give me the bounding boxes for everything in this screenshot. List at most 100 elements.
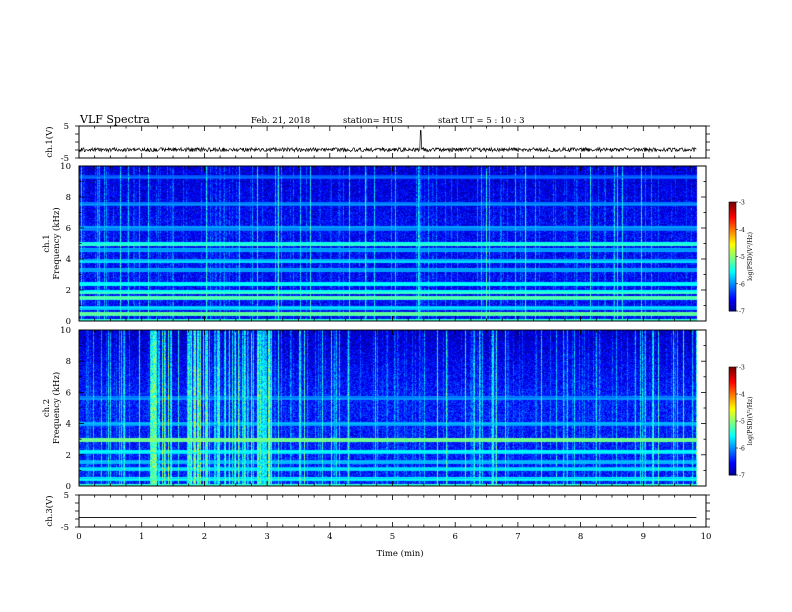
ch2-colorbar-gradient-step [729, 446, 736, 449]
ch3-waveform-y-axis-label: ch.3(V) [44, 495, 55, 526]
ch1-colorbar-gradient-step [729, 276, 736, 279]
ch1-colorbar-gradient-step [729, 218, 736, 221]
x-tick-label: 8 [578, 532, 583, 542]
ch2-colorbar-gradient-step [729, 410, 736, 413]
ch2-colorbar-tick-label: -6 [739, 446, 745, 453]
ch1-colorbar-gradient-step [729, 261, 736, 265]
ch1-colorbar-gradient-step [729, 251, 736, 254]
ch1-colorbar-gradient-step [729, 274, 736, 277]
ch2-colorbar-gradient-step [729, 403, 736, 406]
ch2-spectrogram-y-tick-label: 4 [66, 420, 71, 430]
ch2-colorbar-gradient-step [729, 460, 736, 463]
ch1-waveform-trace [78, 130, 697, 154]
ch2-colorbar-gradient-step [729, 473, 736, 476]
station-label: station= HUS [343, 116, 403, 126]
ch1-colorbar-gradient-step [729, 254, 736, 257]
ch1-colorbar-gradient-step [729, 231, 736, 234]
ch2-colorbar-gradient-step [729, 406, 736, 409]
ch1-colorbar-gradient-step [729, 211, 736, 214]
ch2-colorbar-gradient-step [729, 440, 736, 444]
ch2-colorbar-gradient-step [729, 448, 736, 451]
ch1-spectrogram-y-tick-label: 6 [66, 224, 71, 234]
ch1-colorbar-gradient-step [729, 280, 736, 283]
ch1-spectrogram-y-axis-label-channel: ch.1 [42, 234, 52, 252]
ch1-colorbar-gradient-step [729, 278, 736, 281]
ch1-colorbar-tick-label: -4 [739, 227, 745, 234]
ch1-colorbar-gradient-step [729, 309, 736, 312]
ch1-colorbar-gradient-step [729, 283, 736, 287]
ch2-colorbar-gradient-step [729, 419, 736, 422]
ch2-colorbar-gradient-step [729, 408, 736, 411]
x-tick-label: 5 [390, 532, 395, 542]
ch3-waveform-y-tick-label: 5 [64, 491, 69, 501]
ch2-colorbar-gradient-step [729, 404, 736, 408]
ch2-colorbar: -3 -4 -5 -6 -7 log(PSD)(V²/Hz) [728, 365, 754, 480]
ch1-colorbar-gradient-step [729, 296, 736, 299]
ch2-colorbar-gradient-step [729, 466, 736, 469]
ch1-colorbar-gradient-step [729, 260, 736, 263]
ch2-colorbar-gradient-step [729, 426, 736, 429]
date-label: Feb. 21, 2018 [251, 116, 310, 126]
ch2-colorbar-gradient-step [729, 424, 736, 427]
ch2-colorbar-gradient-step [729, 381, 736, 384]
ch1-colorbar-gradient-step [729, 214, 736, 218]
ch1-colorbar-gradient-step [729, 241, 736, 245]
ch1-colorbar-gradient-step [729, 236, 736, 239]
ch1-colorbar-gradient-step [729, 289, 736, 292]
ch1-spectrogram-y-tick-label: 2 [66, 286, 71, 296]
ch1-colorbar-gradient-step [729, 271, 736, 274]
ch1-colorbar-gradient-step [729, 220, 736, 223]
ch2-colorbar-gradient-step [729, 367, 736, 370]
ch2-colorbar-gradient-step [729, 462, 736, 465]
ch2-colorbar-gradient-step [729, 372, 736, 375]
ch2-spectrogram-panel: 0 2 4 6 8 10 ch.2 Frequency (kHz) [42, 326, 707, 492]
ch1-colorbar-gradient-step [729, 232, 736, 236]
ch2-colorbar-gradient-step [729, 413, 736, 417]
ch1-colorbar-gradient-step [729, 281, 736, 285]
ch2-colorbar-gradient-step [729, 431, 736, 435]
ch2-colorbar-gradient-step [729, 392, 736, 395]
x-tick-label: 3 [264, 532, 269, 542]
ch2-colorbar-gradient-step [729, 368, 736, 372]
ch2-colorbar-tick-label: -5 [739, 419, 745, 426]
ch2-colorbar-gradient-step [729, 377, 736, 381]
ch1-colorbar-gradient-step [729, 298, 736, 301]
ch1-colorbar-tick-label: -3 [739, 200, 745, 207]
ch2-colorbar-gradient-step [729, 442, 736, 445]
ch1-colorbar-gradient-step [729, 263, 736, 267]
ch1-colorbar-gradient-step [729, 300, 736, 303]
ch1-colorbar-gradient-step [729, 205, 736, 208]
ch2-colorbar-gradient-step [729, 390, 736, 393]
ch1-colorbar-gradient-step [729, 245, 736, 248]
ch1-colorbar-gradient-step [729, 307, 736, 310]
ch1-colorbar-gradient-step [729, 227, 736, 230]
ch1-colorbar-gradient-step [729, 209, 736, 212]
ch2-spectrogram-y-tick-label: 8 [66, 357, 71, 367]
ch2-colorbar-gradient-step [729, 388, 736, 391]
ch1-waveform-y-tick-label: -5 [61, 154, 69, 164]
ch2-colorbar-gradient-step [729, 467, 736, 471]
ch1-colorbar-tick-label: -7 [739, 309, 745, 316]
ch2-colorbar-gradient-step [729, 458, 736, 462]
ch2-spectrogram-y-tick-label: 10 [60, 326, 71, 336]
ch2-colorbar-gradient-step [729, 433, 736, 436]
ch2-colorbar-gradient-step [729, 412, 736, 415]
ch1-colorbar-gradient-step [729, 269, 736, 272]
ch2-colorbar-gradient-step [729, 464, 736, 467]
ch2-colorbar-gradient-step [729, 471, 736, 474]
ch2-colorbar-gradient-step [729, 439, 736, 442]
x-tick-label: 4 [327, 532, 332, 542]
ch1-waveform-y-axis-label: ch.1(V) [44, 126, 55, 157]
ch1-colorbar-gradient-step [729, 223, 736, 227]
ch2-colorbar-tick-label: -7 [739, 473, 745, 480]
ch1-colorbar-gradient-step [729, 216, 736, 219]
ch1-colorbar-gradient-step [729, 207, 736, 210]
x-tick-label: 2 [202, 532, 207, 542]
ch1-spectrogram-y-tick-label: 0 [66, 317, 71, 327]
ch1-colorbar-gradient-step [729, 225, 736, 228]
ch2-spectrogram-y-axis-label-frequency: Frequency (kHz) [51, 372, 62, 444]
ch1-colorbar-gradient-step [729, 202, 736, 205]
ch1-colorbar-gradient-step [729, 212, 736, 216]
ch1-colorbar-gradient-step [729, 247, 736, 250]
